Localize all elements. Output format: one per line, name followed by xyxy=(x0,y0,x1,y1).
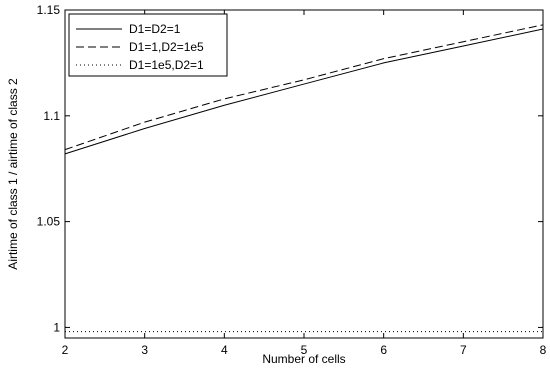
x-tick-label-4: 4 xyxy=(221,343,228,357)
series-layer xyxy=(64,24,544,333)
x-tick-label-5: 5 xyxy=(301,343,308,357)
y-tick-label-0: 1 xyxy=(53,320,60,334)
legend-box xyxy=(68,13,228,77)
legend-label-3: D1=1e5,D2=1 xyxy=(129,58,204,72)
x-tick-label-6: 6 xyxy=(380,343,387,357)
legend: D1=D2=1 D1=1,D2=1e5 D1=1e5,D2=1 xyxy=(68,13,228,77)
y-tick-label-1: 1.05 xyxy=(37,215,61,229)
y-tick-label-3: 1.15 xyxy=(37,3,61,17)
x-tick-label-2: 2 xyxy=(62,343,69,357)
x-tick-label-7: 7 xyxy=(460,343,467,357)
x-tick-label-3: 3 xyxy=(141,343,148,357)
y-tick-label-2: 1.1 xyxy=(43,109,60,123)
series-line-2 xyxy=(64,24,544,151)
legend-label-1: D1=D2=1 xyxy=(129,22,181,36)
series-line-1 xyxy=(64,28,544,155)
legend-label-2: D1=1,D2=1e5 xyxy=(129,40,204,54)
x-tick-label-8: 8 xyxy=(540,343,547,357)
y-axis-label: Airtime of class 1 / airtime of class 2 xyxy=(6,78,20,270)
x-axis-label: Number of cells xyxy=(262,352,345,366)
